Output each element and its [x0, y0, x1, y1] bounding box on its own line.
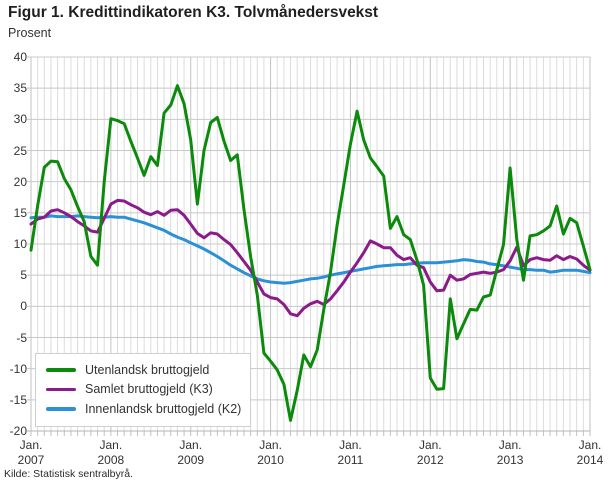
- source-note: Kilde: Statistisk sentralbyrå.: [4, 468, 133, 480]
- y-axis-tick-label: -10: [9, 361, 27, 376]
- x-axis-tick-label: Jan. 2013: [496, 438, 524, 467]
- y-axis-unit-label: Prosent: [8, 26, 52, 40]
- y-axis-tick-label: 25: [13, 143, 27, 158]
- y-axis-tick-label: 35: [13, 81, 27, 96]
- y-axis-tick-label: 10: [13, 237, 27, 251]
- legend-item-samlet: Samlet bruttogjeld (K3): [46, 380, 240, 400]
- legend-line-swatch-blue: [46, 407, 76, 411]
- series-line-1: [29, 84, 592, 422]
- x-axis-tick-label: Jan. 2014: [576, 438, 604, 467]
- x-axis-tick-label: Jan. 2008: [97, 438, 125, 467]
- legend-label: Innenlandsk bruttogjeld (K2): [85, 401, 242, 416]
- x-axis-tick-label: Jan. 2010: [257, 438, 284, 467]
- legend-label: Samlet bruttogjeld (K3): [85, 382, 213, 397]
- y-axis-tick-label: 15: [13, 205, 27, 220]
- legend-label: Utenlandsk bruttogjeld: [85, 362, 210, 377]
- legend: Utenlandsk bruttogjeld Samlet bruttogjel…: [35, 353, 251, 427]
- x-axis-tick-label: Jan. 2012: [416, 438, 444, 467]
- y-axis-tick-label: 0: [20, 299, 27, 314]
- y-axis-tick-label: -20: [9, 424, 27, 438]
- legend-item-innenlandsk: Innenlandsk bruttogjeld (K2): [46, 399, 242, 419]
- y-axis-tick-label: 20: [13, 174, 27, 189]
- y-axis-tick-label: -15: [9, 392, 27, 407]
- x-axis-tick-label: Jan. 2007: [17, 438, 45, 467]
- y-axis-tick-label: 40: [13, 50, 27, 64]
- y-axis-tick-label: -5: [16, 330, 27, 345]
- y-axis-tick-label: 30: [13, 112, 27, 127]
- legend-line-swatch-purple: [46, 387, 76, 391]
- chart-title: Figur 1. Kredittindikatoren K3. Tolvmåne…: [8, 4, 379, 21]
- x-axis-tick-label: Jan. 2011: [337, 438, 364, 467]
- y-axis-tick-label: 5: [20, 268, 27, 283]
- x-axis-tick-label: Jan. 2009: [177, 438, 205, 467]
- legend-item-utenlandsk: Utenlandsk bruttogjeld: [46, 360, 240, 380]
- legend-line-swatch-green: [46, 368, 76, 372]
